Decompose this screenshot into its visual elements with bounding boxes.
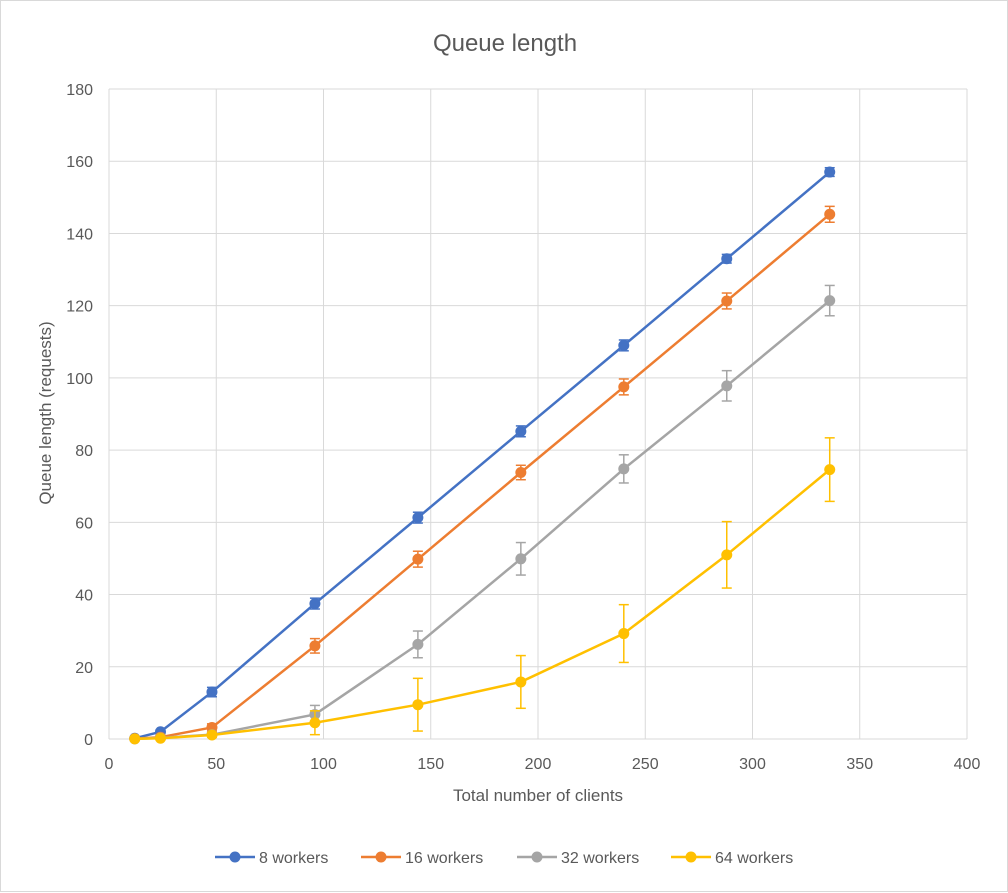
x-tick-label: 300 bbox=[739, 756, 766, 773]
data-point bbox=[618, 463, 630, 475]
x-axis-tick-labels: 0 50 100 150 200 250 300 350 400 bbox=[105, 756, 981, 773]
y-tick-label: 0 bbox=[84, 732, 93, 749]
y-tick-label: 140 bbox=[66, 226, 93, 243]
series-2 bbox=[129, 205, 836, 745]
legend-label: 16 workers bbox=[405, 850, 483, 867]
grid-lines bbox=[108, 88, 968, 740]
x-tick-label: 250 bbox=[632, 756, 659, 773]
legend: 8 workers 16 workers 32 workers 64 workers bbox=[215, 850, 793, 867]
y-tick-label: 60 bbox=[75, 515, 93, 532]
data-point bbox=[721, 295, 733, 307]
y-axis-tick-labels: 0 20 40 60 80 100 120 140 160 180 bbox=[66, 82, 93, 749]
data-point bbox=[515, 676, 527, 688]
data-point bbox=[721, 253, 733, 265]
y-tick-label: 180 bbox=[66, 82, 93, 99]
y-tick-label: 120 bbox=[66, 299, 93, 316]
legend-item: 16 workers bbox=[361, 850, 483, 867]
data-point bbox=[412, 512, 424, 524]
series-4 bbox=[129, 437, 836, 745]
y-tick-label: 160 bbox=[66, 154, 93, 171]
data-point bbox=[618, 339, 630, 351]
data-point bbox=[309, 640, 321, 652]
data-point bbox=[412, 638, 424, 650]
x-tick-label: 350 bbox=[846, 756, 873, 773]
data-point bbox=[618, 628, 630, 640]
x-tick-label: 100 bbox=[310, 756, 337, 773]
data-point bbox=[515, 425, 527, 437]
series-line bbox=[134, 468, 831, 741]
data-point bbox=[515, 553, 527, 565]
x-axis-label: Total number of clients bbox=[453, 786, 623, 805]
legend-swatch-marker bbox=[375, 851, 387, 863]
legend-swatch-marker bbox=[685, 851, 697, 863]
series-3 bbox=[129, 284, 836, 745]
legend-swatch-marker bbox=[531, 851, 543, 863]
y-tick-label: 80 bbox=[75, 443, 93, 460]
data-point bbox=[129, 733, 141, 745]
data-point bbox=[412, 699, 424, 711]
data-point bbox=[206, 729, 218, 741]
data-point bbox=[721, 549, 733, 561]
legend-item: 32 workers bbox=[517, 850, 639, 867]
y-tick-label: 100 bbox=[66, 371, 93, 388]
data-point bbox=[618, 381, 630, 393]
legend-label: 32 workers bbox=[561, 850, 639, 867]
data-point bbox=[206, 686, 218, 698]
data-point bbox=[154, 732, 166, 744]
y-tick-label: 20 bbox=[75, 660, 93, 677]
data-point bbox=[824, 295, 836, 307]
data-point bbox=[721, 380, 733, 392]
y-tick-label: 40 bbox=[75, 588, 93, 605]
legend-label: 8 workers bbox=[259, 850, 328, 867]
legend-label: 64 workers bbox=[715, 850, 793, 867]
data-point bbox=[824, 464, 836, 476]
legend-swatch-marker bbox=[229, 851, 241, 863]
data-point bbox=[309, 717, 321, 729]
series-layer bbox=[129, 166, 836, 745]
x-tick-label: 0 bbox=[105, 756, 114, 773]
x-tick-label: 200 bbox=[525, 756, 552, 773]
series-line bbox=[134, 299, 831, 741]
data-point bbox=[412, 553, 424, 565]
data-point bbox=[824, 208, 836, 220]
legend-item: 8 workers bbox=[215, 850, 328, 867]
x-tick-label: 400 bbox=[954, 756, 981, 773]
x-tick-label: 50 bbox=[207, 756, 225, 773]
data-point bbox=[515, 467, 527, 478]
data-point bbox=[309, 598, 321, 610]
data-point bbox=[824, 166, 836, 178]
legend-item: 64 workers bbox=[671, 850, 793, 867]
chart-title: Queue length bbox=[433, 30, 577, 57]
y-axis-label: Queue length (requests) bbox=[36, 321, 55, 504]
series-1 bbox=[129, 166, 836, 744]
x-tick-label: 150 bbox=[417, 756, 444, 773]
